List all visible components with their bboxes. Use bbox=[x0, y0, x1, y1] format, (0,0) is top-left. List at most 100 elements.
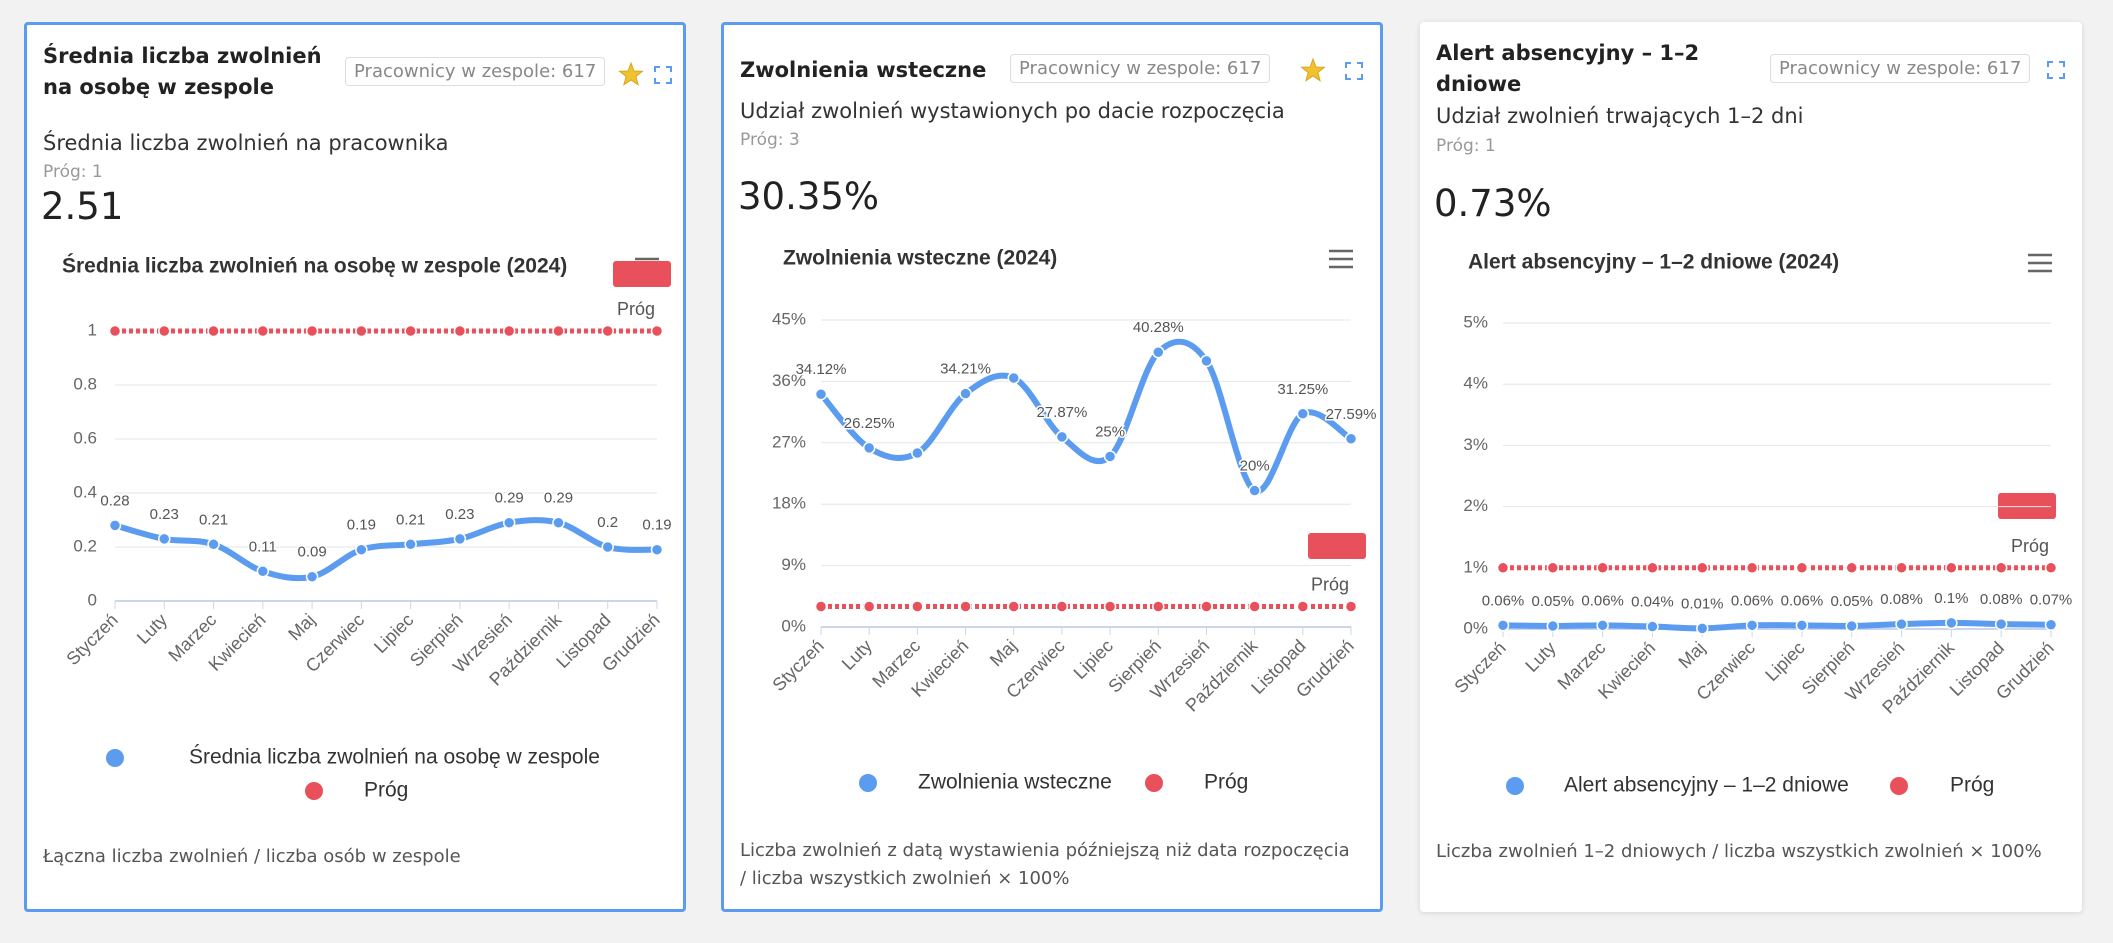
data-label: 0.08% bbox=[1980, 591, 2023, 608]
y-tick-label: 27% bbox=[772, 432, 806, 451]
legend-marker[interactable] bbox=[1890, 777, 1908, 795]
chart-title: Alert absencyjny – 1–2 dniowe (2024) bbox=[1468, 251, 1839, 274]
data-label: 0.09 bbox=[297, 544, 326, 561]
point bbox=[108, 519, 122, 532]
data-label: 0.01% bbox=[1681, 595, 1724, 612]
expand-icon[interactable] bbox=[2047, 61, 2065, 79]
data-label: 0.04% bbox=[1631, 594, 1674, 611]
legend-label[interactable]: Alert absencyjny – 1–2 dniowe bbox=[1564, 774, 1849, 797]
point bbox=[601, 324, 614, 338]
footer: Liczba zwolnień z datą wystawienia późni… bbox=[740, 840, 1350, 889]
y-tick-label: 0.2 bbox=[73, 536, 97, 555]
expand-icon[interactable] bbox=[654, 66, 672, 84]
threshold: Próg: 3 bbox=[740, 130, 800, 150]
data-label: 0.05% bbox=[1532, 593, 1575, 610]
point bbox=[1055, 600, 1069, 613]
card[interactable]: Alert absencyjny – 1–2 dniowe (2024) 0% 1%… bbox=[1420, 22, 2082, 912]
legend-marker[interactable] bbox=[1145, 774, 1163, 792]
point bbox=[1845, 561, 1858, 575]
star-icon[interactable] bbox=[1300, 57, 1326, 82]
footer: Liczba zwolnień 1–2 dniowych / liczba ws… bbox=[1436, 841, 2042, 862]
value: 0.73% bbox=[1434, 182, 1552, 225]
legend-label[interactable]: Próg bbox=[1950, 774, 1994, 797]
x-tick-label: Lipiec bbox=[370, 610, 417, 657]
tooltip-box bbox=[613, 261, 671, 287]
point bbox=[552, 324, 565, 338]
point bbox=[959, 600, 972, 613]
legend-marker[interactable] bbox=[859, 774, 877, 792]
data-label: 0.08% bbox=[1880, 591, 1923, 608]
legend-label[interactable]: Próg bbox=[1204, 771, 1248, 794]
point bbox=[256, 565, 270, 578]
point bbox=[1546, 619, 1560, 633]
y-tick-label: 0% bbox=[1463, 618, 1488, 637]
point bbox=[1945, 561, 1958, 575]
legend-label[interactable]: Średnia liczba zwolnień na osobę w zespo… bbox=[189, 745, 600, 769]
point bbox=[862, 441, 876, 455]
point bbox=[1200, 600, 1213, 613]
badge: Pracownicy w zespole: 617 bbox=[345, 57, 606, 86]
point bbox=[650, 543, 664, 556]
point bbox=[207, 538, 220, 551]
star-icon[interactable] bbox=[618, 61, 644, 86]
y-tick-label: 0 bbox=[88, 590, 97, 609]
point bbox=[158, 532, 171, 546]
point bbox=[814, 600, 828, 613]
data-label: 26.25% bbox=[844, 415, 895, 432]
y-tick-label: 2% bbox=[1463, 496, 1488, 515]
chart: Średnia liczba zwolnień na osobę w zespo… bbox=[62, 61, 673, 802]
y-tick-label: 9% bbox=[781, 555, 806, 574]
series-line bbox=[114, 517, 658, 582]
x-tick-label: Luty bbox=[838, 636, 876, 674]
data-label: 0.06% bbox=[1482, 592, 1525, 609]
point bbox=[305, 324, 319, 338]
point bbox=[959, 387, 972, 400]
point bbox=[1696, 561, 1709, 575]
y-tick-label: 45% bbox=[772, 309, 806, 328]
data-label: 0.06% bbox=[1731, 592, 1774, 609]
point bbox=[1795, 561, 1809, 575]
y-tick-label: 1% bbox=[1463, 557, 1488, 576]
expand-icon[interactable] bbox=[1345, 62, 1363, 80]
point bbox=[305, 570, 319, 583]
subtitle: Udział zwolnień wystawionych po dacie ro… bbox=[740, 99, 1285, 123]
threshold: Próg: 1 bbox=[1436, 136, 1496, 156]
data-label: 0.2 bbox=[597, 514, 618, 531]
badge: Pracownicy w zespole: 617 bbox=[1010, 54, 1271, 83]
card[interactable]: Średnia liczba zwolnień na osobę w zespo… bbox=[24, 22, 686, 912]
point bbox=[1055, 430, 1069, 444]
card[interactable]: Zwolnienia wsteczne (2024) 0% 9% 18% 27% 36% 4… bbox=[721, 22, 1383, 912]
value: 2.51 bbox=[41, 185, 124, 228]
point bbox=[1152, 600, 1165, 613]
legend-label[interactable]: Zwolnienia wsteczne bbox=[918, 771, 1112, 794]
tooltip-box bbox=[1998, 493, 2056, 519]
point bbox=[911, 446, 924, 460]
point bbox=[2044, 618, 2058, 631]
data-label: 0.1% bbox=[1934, 590, 1968, 607]
y-tick-label: 0.4 bbox=[73, 482, 97, 501]
point bbox=[1795, 619, 1809, 632]
point bbox=[355, 543, 368, 556]
legend-marker[interactable] bbox=[305, 782, 323, 800]
point bbox=[601, 540, 614, 554]
data-label: 0.06% bbox=[1781, 592, 1824, 609]
footer: Łączna liczba zwolnień / liczba osób w z… bbox=[43, 846, 461, 867]
point bbox=[355, 324, 368, 338]
y-tick-label: 0.6 bbox=[73, 428, 97, 447]
point bbox=[1546, 561, 1560, 575]
data-label: 31.25% bbox=[1277, 381, 1328, 398]
card-title: Średnia liczba zwolnień na osobę w zespo… bbox=[43, 44, 322, 99]
legend-marker[interactable] bbox=[1506, 777, 1524, 795]
point bbox=[1344, 600, 1358, 613]
legend-marker[interactable] bbox=[106, 749, 124, 767]
point bbox=[1496, 561, 1510, 575]
legend-label[interactable]: Próg bbox=[364, 779, 408, 802]
y-tick-label: 18% bbox=[772, 494, 806, 513]
y-tick-label: 3% bbox=[1463, 435, 1488, 454]
point bbox=[1248, 600, 1261, 613]
threshold: Próg: 1 bbox=[43, 162, 103, 182]
x-tick-label: Luty bbox=[1521, 638, 1559, 676]
data-label: 0.29 bbox=[495, 490, 524, 507]
point bbox=[453, 532, 467, 546]
